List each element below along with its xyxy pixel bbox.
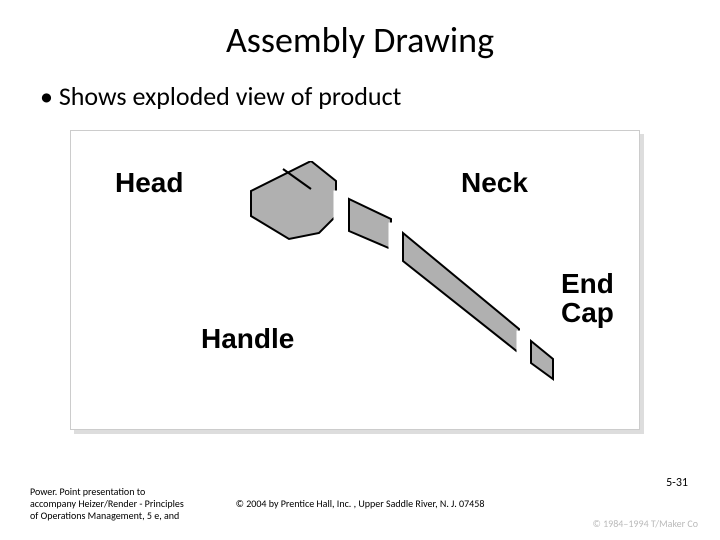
slide: Assembly Drawing Shows exploded view of … [0,0,720,540]
label-endcap: End Cap [561,269,614,328]
label-head: Head [115,167,183,199]
footer-mid: © 2004 by Prentice Hall, Inc. , Upper Sa… [0,497,720,510]
bullet-text: Shows exploded view of product [40,80,401,112]
gap-handle-endcap [517,331,529,357]
hammer-endcap [531,341,553,379]
slide-title: Assembly Drawing [0,18,720,62]
footer-copyright: © 1984–1994 T/Maker Co [593,517,699,530]
hammer-handle [403,233,519,353]
hammer-neck [349,199,391,249]
footer-page-number: 5-31 [666,476,688,490]
gap-head-neck [334,191,348,235]
gap-neck-handle [389,223,403,253]
hammer-svg [241,161,561,391]
diagram-box: Head Neck Handle End Cap [70,130,640,430]
hammer-head [251,161,336,239]
